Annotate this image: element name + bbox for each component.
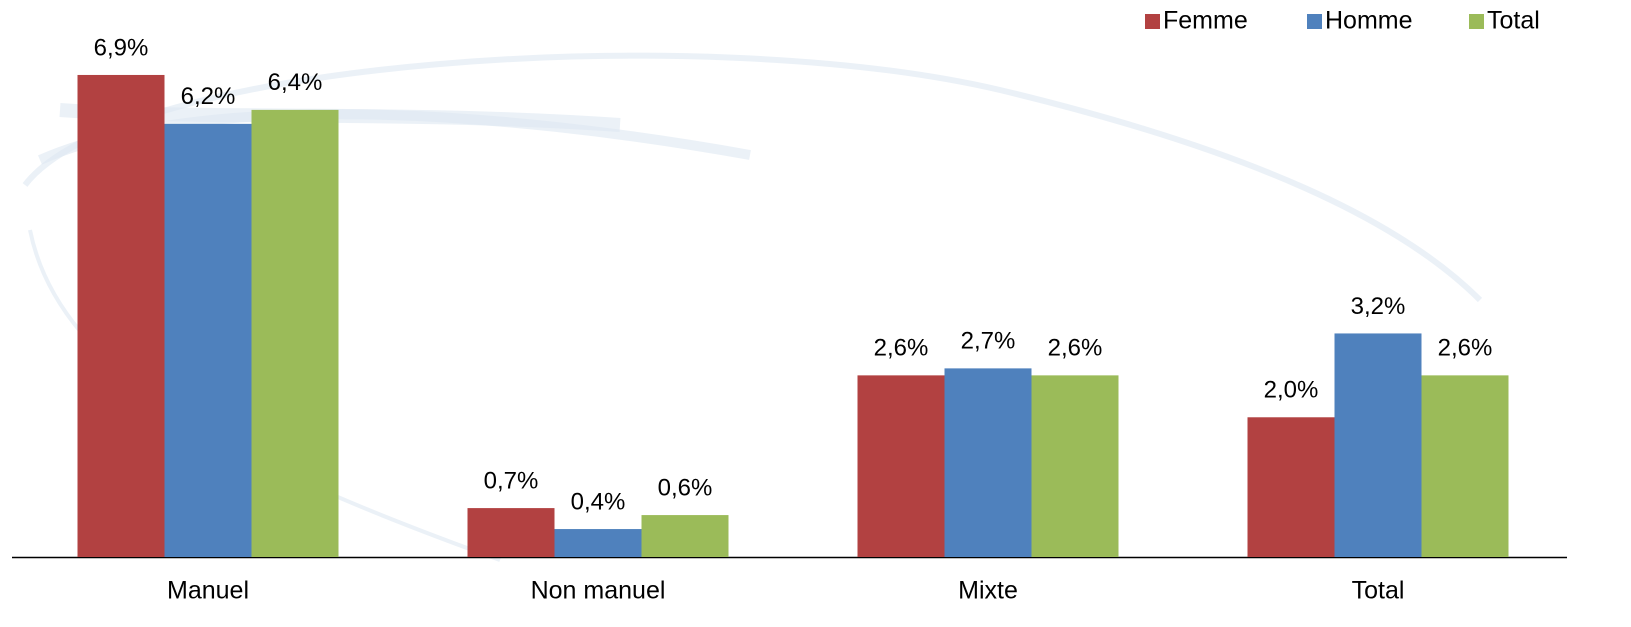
data-label: 2,0% xyxy=(1264,377,1319,404)
data-label: 6,4% xyxy=(268,69,323,96)
bar xyxy=(77,74,165,557)
bar xyxy=(1031,375,1119,557)
legend-swatch xyxy=(1145,14,1160,29)
legend-label: Total xyxy=(1487,7,1540,35)
legend-label: Femme xyxy=(1163,7,1248,35)
bar xyxy=(641,515,729,557)
bar xyxy=(1421,375,1509,557)
data-label: 0,7% xyxy=(484,467,539,494)
x-tick-label: Total xyxy=(1352,577,1405,605)
legend-swatch xyxy=(1469,14,1484,29)
data-label: 6,9% xyxy=(94,34,149,61)
data-label: 2,6% xyxy=(1048,335,1103,362)
legend-swatch xyxy=(1307,14,1322,29)
bar xyxy=(554,529,642,557)
bar xyxy=(251,109,339,557)
legend-label: Homme xyxy=(1325,7,1413,35)
x-tick-label: Mixte xyxy=(958,577,1018,605)
bar xyxy=(467,508,555,557)
bar xyxy=(164,123,252,557)
x-tick-label: Non manuel xyxy=(531,577,666,605)
bar xyxy=(944,368,1032,557)
data-label: 0,6% xyxy=(658,474,713,501)
bar xyxy=(1247,417,1335,557)
data-label: 6,2% xyxy=(181,83,236,110)
bar xyxy=(857,375,945,557)
data-label: 2,6% xyxy=(874,335,929,362)
x-tick-label: Manuel xyxy=(167,577,249,605)
data-label: 2,6% xyxy=(1438,335,1493,362)
bar xyxy=(1334,333,1422,557)
data-label: 3,2% xyxy=(1351,293,1406,320)
data-label: 0,4% xyxy=(571,488,626,515)
data-label: 2,7% xyxy=(961,328,1016,355)
